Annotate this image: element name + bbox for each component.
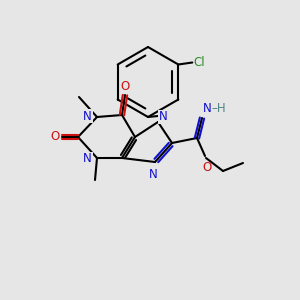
Text: O: O [50, 130, 60, 143]
Text: O: O [202, 161, 211, 174]
Text: –H: –H [211, 103, 226, 116]
Text: N: N [83, 110, 92, 122]
Text: N: N [203, 103, 212, 116]
Text: O: O [120, 80, 130, 94]
Text: N: N [148, 168, 158, 181]
Text: N: N [159, 110, 168, 124]
Text: Cl: Cl [193, 56, 205, 69]
Text: N: N [83, 152, 92, 166]
